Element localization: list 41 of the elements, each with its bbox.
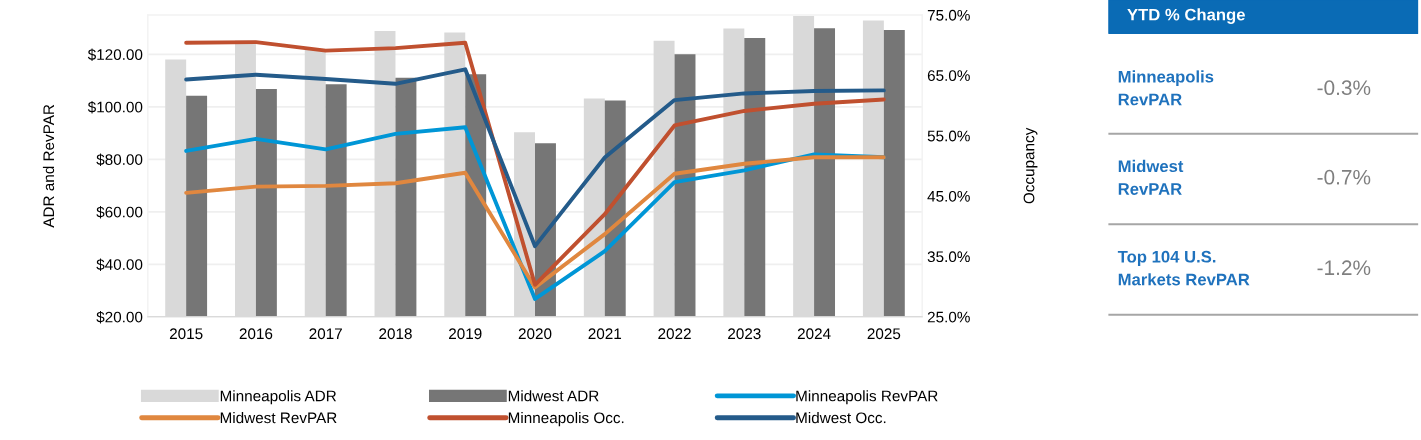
y-tick-label: $80.00 xyxy=(96,153,143,166)
x-tick-label: 2018 xyxy=(379,328,412,340)
x-tick-label: 2017 xyxy=(309,328,342,340)
legend-label: Minneapolis RevPAR xyxy=(796,390,938,405)
x-tick-label: 2023 xyxy=(728,328,761,340)
y-tick-label: $120.00 xyxy=(87,48,143,61)
y-tick-label: $100.00 xyxy=(87,101,143,114)
line-series xyxy=(184,67,886,249)
legend-label: Midwest ADR xyxy=(508,390,599,402)
y-tick-label: $20.00 xyxy=(96,311,143,324)
y2-tick-label: 35.0% xyxy=(927,251,970,263)
y2-axis-title: Occupancy xyxy=(1023,127,1038,204)
y2-tick-label: 45.0% xyxy=(927,190,970,202)
x-tick-label: 2021 xyxy=(588,328,622,340)
category-label: Top 104 U.S. Markets RevPAR xyxy=(1117,250,1250,286)
x-tick-label: 2022 xyxy=(658,328,691,340)
category-label: Minneapolis RevPAR xyxy=(1118,70,1214,106)
x-tick-label: 2020 xyxy=(518,328,552,340)
y2-tick-label: 65.0% xyxy=(927,70,970,82)
y2-tick-label: 55.0% xyxy=(927,130,970,142)
x-tick-label: 2025 xyxy=(867,328,901,340)
legend-label: Minneapolis Occ. xyxy=(508,412,624,427)
x-tick-label: 2019 xyxy=(449,328,482,340)
text: -0.3% xyxy=(1317,80,1371,96)
x-tick-label: 2016 xyxy=(239,328,273,340)
y-tick-label: $60.00 xyxy=(96,206,143,219)
x-tick-label: 2024 xyxy=(797,328,831,340)
line-series xyxy=(184,155,886,290)
y2-tick-label: 25.0% xyxy=(927,311,970,323)
line-series xyxy=(184,40,886,287)
text: -0.7% xyxy=(1317,169,1371,185)
y2-tick-label: 75.0% xyxy=(927,9,970,21)
legend-label: Midwest RevPAR xyxy=(220,412,337,424)
text: YTD % Change xyxy=(1127,8,1245,24)
category-label: Midwest RevPAR xyxy=(1118,159,1184,195)
x-tick-label: 2015 xyxy=(169,328,203,340)
legend-label: Minneapolis ADR xyxy=(220,390,337,405)
y-tick-label: $40.00 xyxy=(96,258,143,271)
y-axis-title: ADR and RevPAR xyxy=(42,104,55,228)
text: -1.2% xyxy=(1317,260,1371,276)
legend-label: Midwest Occ. xyxy=(796,412,886,424)
